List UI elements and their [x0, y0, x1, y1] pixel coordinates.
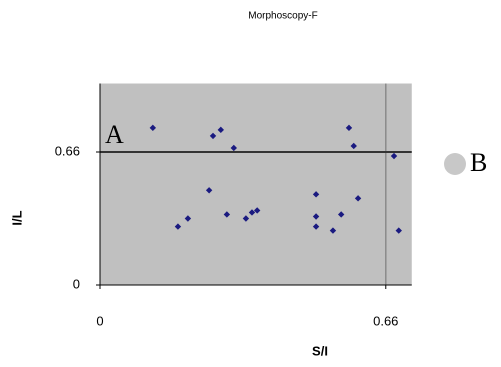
point [230, 144, 237, 152]
point [390, 152, 398, 160]
point [354, 195, 362, 202]
point [209, 132, 217, 140]
plot-area [100, 83, 412, 285]
point [253, 207, 261, 214]
point [345, 124, 353, 132]
point [350, 142, 357, 150]
x-axis-label: S/I [312, 343, 328, 358]
chart-title: Morphoscopy-F [248, 11, 317, 22]
y-axis-label: I/L [9, 210, 24, 225]
point [223, 211, 231, 218]
point [184, 215, 192, 222]
point [312, 223, 320, 230]
x-tick-label: 0 [96, 313, 103, 328]
point [174, 223, 182, 230]
point [312, 213, 320, 220]
annotation: B [470, 148, 487, 177]
point [149, 124, 157, 132]
y-tick-label: 0 [73, 276, 80, 291]
point [337, 211, 345, 218]
x-tick-label: 0.66 [373, 313, 398, 328]
point [217, 126, 225, 134]
y-tick-label: 0.66 [55, 143, 80, 158]
point [329, 227, 337, 234]
point [205, 187, 213, 194]
point [312, 191, 320, 198]
point [395, 227, 402, 234]
annotation: A [105, 120, 124, 149]
annotation-marker [444, 153, 466, 175]
point [242, 215, 250, 222]
point [248, 209, 256, 216]
